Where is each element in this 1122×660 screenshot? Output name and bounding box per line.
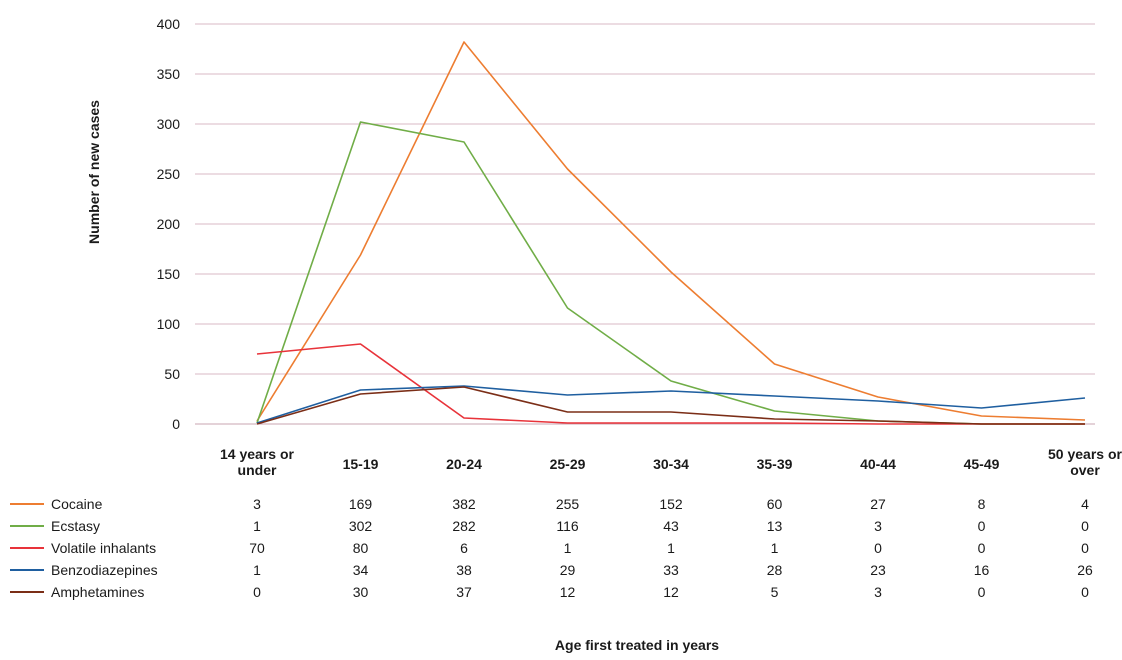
table-cell: 12 [663, 584, 679, 600]
table-cell: 26 [1077, 562, 1093, 578]
x-category-label: 45-49 [964, 456, 1000, 472]
y-axis-title: Number of new cases [86, 100, 102, 244]
table-cell: 70 [249, 540, 265, 556]
table-cell: 1 [564, 540, 572, 556]
table-cell: 43 [663, 518, 679, 534]
table-cell: 1 [667, 540, 675, 556]
table-cell: 282 [452, 518, 476, 534]
table-cell: 0 [978, 518, 986, 534]
table-cell: 1 [253, 518, 261, 534]
table-cell: 0 [1081, 518, 1089, 534]
table-cell: 12 [560, 584, 576, 600]
y-tick-label: 50 [164, 366, 180, 382]
x-category-label: over [1070, 462, 1100, 478]
y-tick-label: 250 [157, 166, 181, 182]
table-cell: 0 [978, 584, 986, 600]
table-cell: 5 [771, 584, 779, 600]
legend-label: Amphetamines [51, 584, 144, 600]
legend-label: Benzodiazepines [51, 562, 158, 578]
series-lines [256, 41, 1086, 425]
x-category-label: 25-29 [550, 456, 586, 472]
table-cell: 60 [767, 496, 783, 512]
y-tick-label: 300 [157, 116, 181, 132]
y-tick-label: 150 [157, 266, 181, 282]
table-cell: 3 [253, 496, 261, 512]
x-category-label: 14 years or [220, 446, 294, 462]
table-cell: 302 [349, 518, 373, 534]
table-cell: 3 [874, 584, 882, 600]
x-axis-title: Age first treated in years [555, 637, 719, 653]
y-tick-label: 0 [172, 416, 180, 432]
table-cell: 8 [978, 496, 986, 512]
series-line [256, 343, 1085, 425]
x-category-label: under [238, 462, 277, 478]
x-category-label: 15-19 [343, 456, 379, 472]
legend-label: Cocaine [51, 496, 103, 512]
table-cell: 152 [659, 496, 683, 512]
table-cell: 382 [452, 496, 476, 512]
table-cell: 29 [560, 562, 576, 578]
table-cell: 1 [253, 562, 261, 578]
x-category-label: 30-34 [653, 456, 689, 472]
y-tick-label: 400 [157, 16, 181, 32]
legend-label: Volatile inhalants [51, 540, 156, 556]
table-cell: 3 [874, 518, 882, 534]
table-cell: 30 [353, 584, 369, 600]
table-cell: 16 [974, 562, 990, 578]
table-cell: 1 [771, 540, 779, 556]
table-cell: 0 [978, 540, 986, 556]
table-cell: 116 [556, 518, 579, 534]
table-cell: 0 [1081, 584, 1089, 600]
table-cell: 169 [349, 496, 373, 512]
series-line [256, 385, 1086, 424]
table-cell: 6 [460, 540, 468, 556]
y-tick-label: 200 [157, 216, 181, 232]
x-category-label: 35-39 [757, 456, 793, 472]
table-cell: 38 [456, 562, 472, 578]
table-cell: 28 [767, 562, 783, 578]
series-line [256, 41, 1086, 422]
series-line [256, 386, 1085, 425]
table-cell: 4 [1081, 496, 1089, 512]
table-cell: 0 [1081, 540, 1089, 556]
table-cell: 80 [353, 540, 369, 556]
table-cell: 33 [663, 562, 679, 578]
table-cell: 13 [767, 518, 783, 534]
y-tick-label: 100 [157, 316, 181, 332]
x-category-label: 40-44 [860, 456, 896, 472]
x-category-label: 50 years or [1048, 446, 1122, 462]
table-cell: 23 [870, 562, 886, 578]
table-cell: 0 [874, 540, 882, 556]
table-cell: 255 [556, 496, 580, 512]
y-tick-labels: 0 50 100 150 200 250 300 350 400 [157, 16, 181, 432]
table-cell: 34 [353, 562, 369, 578]
table-cell: 37 [456, 584, 472, 600]
y-tick-label: 350 [157, 66, 181, 82]
x-category-label: 20-24 [446, 456, 482, 472]
legend-label: Ecstasy [51, 518, 100, 534]
grid-lines [195, 23, 1095, 425]
table-cell: 27 [870, 496, 886, 512]
table-cell: 0 [253, 584, 261, 600]
